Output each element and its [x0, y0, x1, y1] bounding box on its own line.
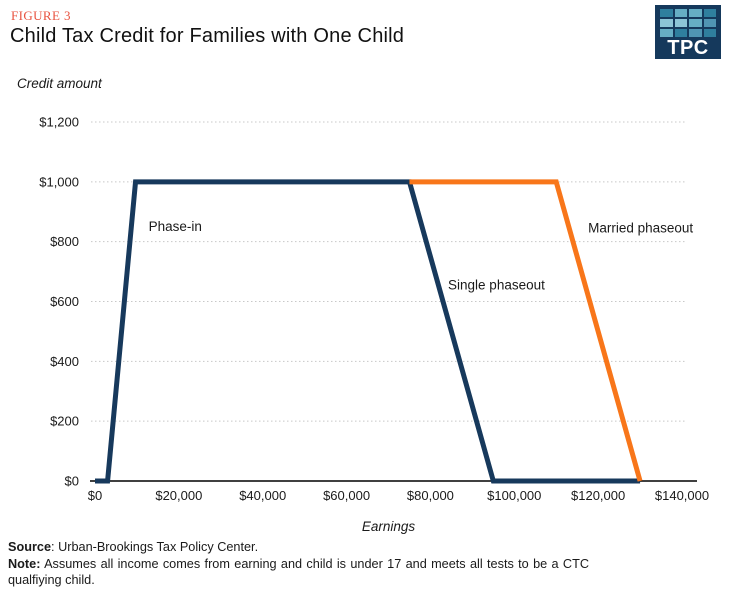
x-tick-label: $20,000 — [155, 488, 202, 503]
y-tick-label: $600 — [50, 294, 79, 309]
x-tick-label: $80,000 — [407, 488, 454, 503]
note-text: Assumes all income comes from earning an… — [8, 556, 589, 588]
logo-grid-cell — [674, 19, 687, 27]
note-line: Note: Assumes all income comes from earn… — [8, 556, 589, 589]
logo-grid-cell — [674, 29, 687, 37]
page-title: Child Tax Credit for Families with One C… — [10, 25, 405, 47]
source-text: : Urban-Brookings Tax Policy Center. — [51, 540, 259, 554]
y-tick-label: $200 — [50, 414, 79, 429]
tpc-logo: TPC — [655, 5, 721, 59]
x-tick-label: $0 — [88, 488, 102, 503]
x-tick-label: $60,000 — [323, 488, 370, 503]
annotation-single-phaseout: Single phaseout — [448, 278, 545, 293]
married-phaseout-line — [409, 179, 643, 482]
logo-grid-cell — [703, 29, 716, 37]
x-tick-label: $120,000 — [571, 488, 625, 503]
logo-grid-cell — [660, 29, 673, 37]
logo-grid-cell — [660, 9, 673, 17]
y-tick-label: $1,000 — [39, 174, 79, 189]
logo-grid-icon — [660, 9, 716, 37]
x-tick-label: $140,000 — [655, 488, 709, 503]
logo-grid-cell — [689, 9, 702, 17]
y-tick-label: $800 — [50, 234, 79, 249]
logo-grid-cell — [703, 19, 716, 27]
x-tick-label: $100,000 — [487, 488, 541, 503]
logo-grid-cell — [674, 9, 687, 17]
x-tick-label: $40,000 — [239, 488, 286, 503]
y-axis-title: Credit amount — [17, 76, 102, 91]
note-label: Note: — [8, 556, 41, 571]
figure-label: FIGURE 3 — [11, 8, 71, 23]
annotation-married-phaseout: Married phaseout — [588, 221, 693, 236]
source-label: Source — [8, 540, 52, 554]
annotation-phase-in: Phase-in — [149, 219, 202, 234]
logo-grid-cell — [689, 19, 702, 27]
footnotes: Source: Urban-Brookings Tax Policy Cente… — [8, 539, 589, 589]
y-tick-label: $1,200 — [39, 115, 79, 130]
logo-grid-cell — [660, 19, 673, 27]
logo-text: TPC — [667, 37, 709, 59]
logo-grid-cell — [703, 9, 716, 17]
logo-grid-cell — [689, 29, 702, 37]
single-phaseout-line — [95, 179, 641, 484]
x-axis-title: Earnings — [362, 519, 416, 534]
y-tick-label: $0 — [65, 474, 79, 489]
source-line: Source: Urban-Brookings Tax Policy Cente… — [8, 539, 589, 556]
y-tick-label: $400 — [50, 354, 79, 369]
